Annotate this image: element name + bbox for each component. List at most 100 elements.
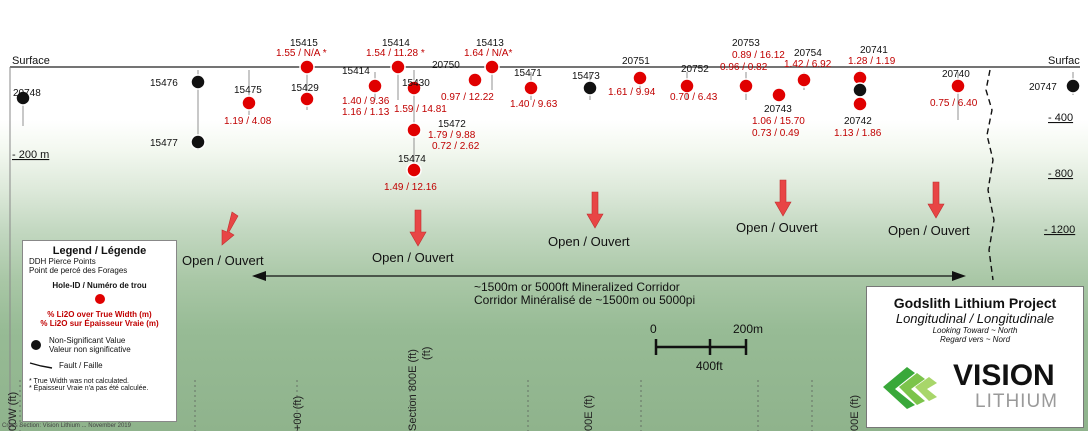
legend-significant-symbol: [29, 292, 170, 308]
pierce-point-15429: [299, 91, 315, 107]
hole-value-15414: 1.54 / 11.28 *: [366, 48, 425, 59]
hole-id-15473: 15473: [572, 71, 600, 82]
hole-value-20743-a: 1.06 / 15.70: [752, 116, 805, 127]
corridor-text-en: ~1500m or 5000ft Mineralized Corridor: [474, 280, 680, 294]
looking-en: Looking Toward ~ North: [932, 326, 1018, 335]
hole-value-20750: 0.97 / 12.22: [441, 92, 494, 103]
pierce-point-20748: [15, 90, 31, 106]
hole-id-15477: 15477: [150, 138, 178, 149]
pierce-points: [15, 59, 1081, 178]
hole-id-20740: 20740: [942, 69, 970, 80]
pierce-point-20742: [852, 96, 868, 112]
hole-id-20747: 20747: [1029, 82, 1057, 93]
hole-id-20752: 20752: [681, 64, 709, 75]
open-label-3: Open / Ouvert: [548, 234, 630, 249]
pierce-point-15413: [484, 59, 500, 75]
open-label-5: Open / Ouvert: [888, 223, 970, 238]
hole-id-15474: 15474: [398, 154, 426, 165]
fault-line-icon: [29, 362, 53, 369]
hole-value-20753-b: 0.96 / 0.82: [720, 62, 768, 73]
pierce-point-20747: [1065, 78, 1081, 94]
pierce-point-15474: [406, 162, 422, 178]
pierce-point-20753: [738, 78, 754, 94]
hole-id-20742: 20742: [844, 116, 872, 127]
pierce-point-20751: [632, 70, 648, 86]
hole-value-20754: 1.42 / 6.92: [784, 59, 832, 70]
hole-value-15415: 1.55 / N/A *: [276, 48, 327, 59]
section-label-2: +00 (ft): [292, 396, 304, 431]
open-arrow-5: [927, 181, 945, 219]
looking-fr: Regard vers ~ Nord: [939, 335, 1011, 344]
hole-value-15472-a: 1.79 / 9.88: [428, 130, 476, 141]
nonsig-symbol-icon: [30, 339, 42, 351]
hole-value-20741: 1.28 / 1.19: [848, 56, 896, 67]
open-label-4: Open / Ouvert: [736, 220, 818, 235]
hole-value-15475: 1.19 / 4.08: [224, 116, 272, 127]
open-arrow-3: [586, 191, 604, 229]
legend-fault: Fault / Faille: [59, 360, 103, 370]
logo-lithium-text: LITHIUM: [975, 391, 1058, 412]
depth-label-800: - 800: [1048, 168, 1073, 180]
hole-id-15476: 15476: [150, 78, 178, 89]
hole-id-20753: 20753: [732, 38, 760, 49]
hole-value-20749-a: 1.40 / 9.36: [342, 96, 390, 107]
legend-pierce-fr: Point de percé des Forages: [29, 266, 128, 275]
open-arrow-2: [409, 209, 427, 247]
pierce-point-20754: [796, 72, 812, 88]
open-arrow-1: [221, 211, 239, 246]
section-label-3: Section 800E (ft): [407, 349, 419, 431]
pierce-point-20750: [467, 72, 483, 88]
section-ft-label: (ft): [421, 347, 433, 360]
pierce-point-20743: [771, 87, 787, 103]
hole-value-20743-b: 0.73 / 0.49: [752, 128, 800, 139]
section-lines: [19, 380, 813, 431]
project-subtitle: Longitudinal / Longitudinale: [895, 311, 1055, 326]
hole-value-15472-b: 0.72 / 2.62: [432, 141, 480, 152]
section-label-1: 00W (ft): [7, 392, 19, 431]
open-arrows: [221, 179, 945, 247]
pierce-point-15473: [582, 80, 598, 96]
hole-id-20748: 20748: [13, 88, 41, 99]
depth-label-200: - 200 m: [12, 149, 49, 161]
pierce-point-20749: [367, 78, 383, 94]
hole-id-15429: 15429: [291, 83, 319, 94]
legend-nonsig-fr: Valeur non significative: [49, 345, 131, 354]
scale-zero: 0: [650, 322, 657, 336]
hole-id-15415: 15415: [290, 38, 318, 49]
hole-value-20752: 0.70 / 6.43: [670, 92, 718, 103]
hole-id-15413: 15413: [476, 38, 504, 49]
logo-vision-text: VISION: [953, 359, 1055, 392]
hole-value-15413: 1.64 / N/A*: [464, 48, 512, 59]
corridor-text-fr: Corridor Minéralisé de ~1500m ou 5000pi: [474, 293, 695, 307]
hole-value-15430: 1.59 / 14.81: [394, 104, 447, 115]
hole-labels: 20748 15476 15477 15475 1.19 / 4.08 1541…: [13, 38, 1057, 193]
surface-label-right: Surfac: [1048, 55, 1080, 67]
depth-label-1200: - 1200: [1044, 224, 1075, 236]
hole-value-20740: 0.75 / 6.40: [930, 98, 978, 109]
legend-li2o-en: % Li2O over True Width (m): [47, 310, 152, 319]
legend-title: Legend / Légende: [52, 245, 147, 257]
legend-pierce-en: DDH Pierce Points: [29, 257, 96, 266]
hole-value-20753-a: 0.89 / 16.12: [732, 50, 785, 61]
pierce-point-15415: [299, 59, 315, 75]
legend-fault-row: Fault / Faille: [29, 360, 170, 370]
pierce-point-15477: [190, 134, 206, 150]
hole-id-15430: 15430: [402, 78, 430, 89]
open-label-2: Open / Ouvert: [372, 250, 454, 265]
legend-li2o-fr: % Li2O sur Épaisseur Vraie (m): [40, 319, 159, 328]
legend-box: Legend / Légende DDH Pierce Points Point…: [22, 240, 177, 422]
vision-logo-icon: [883, 367, 937, 409]
fault-trace: [985, 69, 995, 281]
credit-text: Cross Section: Vision Lithium ... Novemb…: [2, 423, 131, 429]
depth-label-400: - 400: [1048, 112, 1073, 124]
legend-note-en: * True Width was not calculated.: [29, 378, 129, 385]
open-label-1: Open / Ouvert: [182, 253, 264, 268]
scale-bar: [654, 339, 748, 355]
surface-label-left: Surface: [12, 55, 50, 67]
pierce-point-20742-top: [852, 82, 868, 98]
hole-value-20749-b: 1.16 / 1.13: [342, 107, 390, 118]
pierce-point-15430: [406, 80, 422, 96]
section-label-5: 00E (ft): [849, 395, 861, 431]
